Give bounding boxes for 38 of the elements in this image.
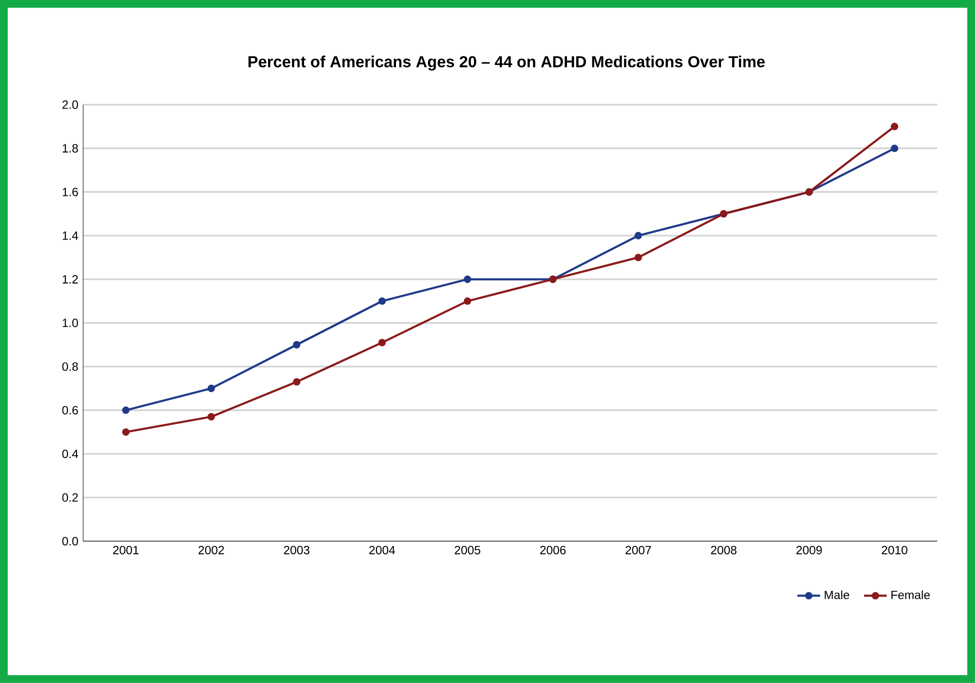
x-tick-label: 2005 (454, 546, 480, 554)
point (208, 384, 215, 392)
x-tick-label: 2010 (882, 546, 908, 554)
x-tick-label: 2003 (284, 546, 310, 554)
y-tick-label: 0.6 (62, 406, 78, 415)
x-tick-label: 2009 (796, 546, 822, 554)
x-tick-label: 2008 (711, 546, 736, 554)
x-tick-label: 2007 (626, 546, 651, 554)
y-tick-label: 1.4 (62, 232, 78, 240)
y-tick-label: 1.0 (62, 318, 78, 328)
point (634, 232, 642, 240)
x-tick-label: 2001 (113, 546, 139, 554)
point (292, 341, 300, 349)
point (292, 378, 300, 386)
point (464, 297, 472, 305)
y-tick-label: 1.2 (62, 275, 78, 284)
y-tick-label: 0.0 (62, 536, 78, 546)
point (378, 297, 386, 305)
legend-label: Male (824, 590, 850, 600)
chart-title: Percent of Americans Ages 20 – 44 on ADHD Medications Over Time (248, 56, 765, 71)
y-tick-label: 0.8 (62, 362, 78, 371)
y-tick-label: 0.4 (62, 450, 78, 458)
point (890, 122, 898, 130)
point (464, 276, 472, 284)
y-tick-label: 1.8 (62, 144, 78, 153)
point (378, 338, 386, 346)
point (122, 406, 130, 414)
y-tick-label: 2.0 (62, 100, 78, 109)
point (634, 254, 642, 262)
x-tick-label: 2004 (369, 546, 396, 554)
x-tick-label: 2002 (198, 546, 224, 554)
y-tick-label: 0.2 (62, 493, 78, 502)
x-tick-label: 2006 (540, 546, 566, 554)
point (890, 144, 898, 152)
point (122, 428, 130, 436)
y-tick-label: 1.6 (62, 188, 78, 196)
legend-label: Female (891, 590, 930, 600)
point (208, 413, 215, 421)
